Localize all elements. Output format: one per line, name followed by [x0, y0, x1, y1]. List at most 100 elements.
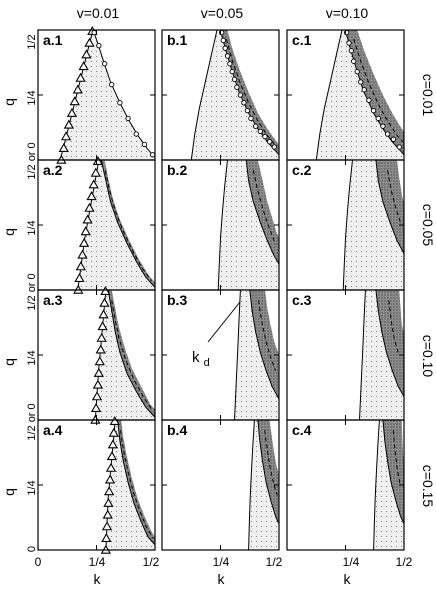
panel-a-1-triangle-marker	[69, 96, 80, 106]
panel-b-2-plot-area	[217, 160, 279, 290]
panel-a-4-label: a.4	[43, 422, 63, 438]
panel-a-3-plot-area	[94, 290, 155, 420]
panel-b-4-plot-area	[248, 420, 279, 550]
panel-c-1-left-boundary	[315, 30, 343, 160]
panel-c-1-label: c.1	[292, 32, 312, 48]
panel-c-4-label: c.4	[292, 422, 312, 438]
panel-c-1-circle-marker	[361, 87, 367, 93]
x-tick-label-col1-quarter: 1/4	[89, 555, 106, 569]
kd-arrow-shaft	[207, 296, 245, 343]
panel-a-2-triangle-marker	[75, 261, 86, 271]
panel-b-1: b.1	[161, 29, 280, 161]
x-axis-label-col3: k	[344, 571, 352, 587]
panel-a-2-triangle-marker	[74, 272, 85, 283]
panel-a-1-triangle-marker	[75, 72, 86, 82]
panel-a-1-stable-region	[60, 30, 155, 160]
panel-b-3-stable-region	[234, 290, 279, 420]
panel-a-3-triangle-marker	[95, 344, 106, 354]
y-tick-label-quarter-row4: 1/4	[26, 480, 38, 495]
panel-a-1-triangle-marker	[84, 37, 95, 47]
panel-b-3-plot-area	[234, 290, 279, 420]
kd-label-main: k	[192, 349, 200, 366]
y-tick-label-quarter-row2: 1/4	[26, 220, 38, 235]
y-tick-label-half-or-zero-1: 1/2 or 0	[26, 142, 38, 179]
panel-b-2-label: b.2	[167, 162, 187, 178]
panel-a-4-plot-area	[105, 420, 155, 550]
panel-c-1-circle-marker	[375, 115, 381, 122]
panel-a-3-triangle-marker	[97, 321, 108, 331]
panel-c-4-dashed-curve	[392, 430, 401, 484]
row-label-c015: c=0.15	[420, 465, 436, 508]
panel-a-2: a.2	[37, 155, 156, 294]
panel-c-1-plot-area	[315, 30, 404, 160]
panel-c-4-right-boundary	[382, 420, 404, 525]
panel-c-1-circle-marker	[354, 68, 360, 75]
panel-b-4-shaded-band	[257, 420, 279, 524]
panel-c-3-left-boundary	[359, 290, 366, 420]
panel-c-1-circle-marker	[346, 40, 352, 46]
panel-c-4-shaded-band	[382, 420, 404, 524]
panel-b-2: b.2	[161, 159, 280, 291]
panel-a-1-triangle-marker	[72, 84, 83, 94]
panel-a-1-circle-marker	[150, 152, 156, 158]
panel-b-1-circle-marker	[266, 139, 273, 145]
y-axis-label-row1: q	[1, 98, 17, 106]
panel-b-1-shaded-band	[220, 30, 279, 155]
panel-c-3: c.3	[286, 289, 405, 421]
panel-b-4-label: b.4	[167, 422, 187, 438]
panel-b-2-right-boundary	[245, 160, 279, 265]
panel-a-4-triangle-marker	[103, 497, 114, 507]
panel-a-1-circle-marker	[133, 131, 139, 137]
panel-a-2-triangle-marker	[90, 167, 101, 177]
panel-a-2-triangle-marker	[86, 191, 97, 201]
panel-c-3-stable-region	[359, 290, 404, 420]
panel-a-3-triangle-marker	[98, 309, 109, 319]
panel-a-4-triangle-marker	[106, 451, 118, 461]
panel-a-4-triangle-marker	[101, 532, 112, 543]
panel-b-3: b.3	[161, 289, 280, 421]
panel-a-2-label: a.2	[43, 162, 63, 178]
panel-a-3-triangle-marker	[94, 356, 105, 366]
panel-a-1-circle-marker	[125, 115, 131, 122]
panel-b-1-circle-marker	[252, 123, 259, 129]
panel-a-3-label: a.3	[43, 292, 63, 308]
panel-a-3-stable-region	[95, 290, 155, 420]
panel-a-3-triangle-marker	[100, 285, 111, 296]
panel-a-2-triangle-marker	[82, 214, 93, 224]
panel-a-2-triangle-marker	[84, 202, 95, 212]
row-label-c010: c=0.10	[420, 335, 436, 378]
panel-a-2-triangle-marker	[80, 226, 91, 236]
y-axis-label-row4: q	[1, 488, 17, 496]
panel-a-3-dashed-curve	[111, 300, 154, 412]
panel-b-1-circle-marker	[241, 100, 247, 106]
panel-c-2-label: c.2	[292, 162, 312, 178]
panel-a-3-triangle-marker	[93, 367, 104, 377]
panel-c-1-circle-marker	[370, 107, 377, 114]
kd-label-subscript: d	[204, 357, 210, 369]
panel-b-2-shaded-band	[246, 160, 279, 264]
panel-a-4-triangle-marker	[107, 439, 119, 449]
panel-b-1-circle-marker	[244, 107, 251, 114]
panel-c-3-plot-area	[359, 290, 404, 420]
panel-a-3-triangle-marker	[92, 379, 104, 389]
panel-b-1-circle-marker	[229, 68, 235, 75]
panel-a-2-triangle-marker	[88, 179, 99, 189]
x-axis-label-col2: k	[218, 571, 226, 587]
panel-a-1-triangle-marker	[78, 61, 89, 71]
y-tick-label-quarter-row1: 1/4	[26, 90, 38, 105]
panel-c-2-right-boundary	[375, 160, 404, 254]
panel-b-1-plot-area	[190, 30, 279, 160]
panel-a-4-stable-region	[105, 420, 155, 550]
panel-c-1-dashed-curve	[353, 38, 404, 143]
panel-a-1-triangle-marker	[81, 49, 92, 59]
panel-a-1-triangle-marker	[66, 107, 78, 117]
panel-c-3-label: c.3	[292, 292, 312, 308]
panel-c-4-plot-area	[373, 420, 404, 550]
y-axis-label-row3: q	[1, 358, 17, 366]
panel-a-4-dashed-curve	[120, 430, 154, 539]
panel-b-3-left-boundary	[234, 290, 241, 420]
panel-c-2-left-boundary	[342, 160, 353, 290]
panel-a-1-circle-marker	[109, 81, 115, 88]
panel-c-4: c.4	[286, 419, 405, 551]
panel-a-4-triangle-marker	[109, 415, 120, 426]
